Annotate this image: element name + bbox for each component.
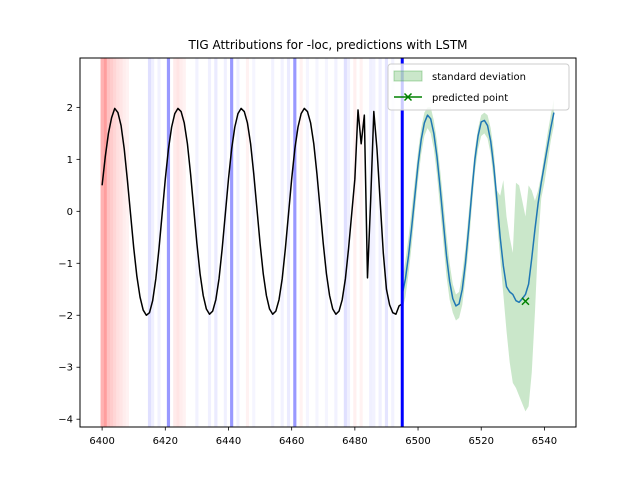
attribution-band (147, 58, 152, 427)
attribution-band (119, 58, 123, 427)
std-band (402, 99, 554, 412)
attribution-band (103, 58, 107, 427)
attribution-band (179, 58, 183, 427)
attribution-band (315, 58, 319, 427)
x-tick-label: 6460 (279, 436, 304, 447)
attribution-band (384, 58, 389, 427)
attribution-band (176, 58, 180, 427)
legend-point-label: predicted point (432, 93, 508, 104)
legend-box (387, 63, 570, 111)
attribution-band (100, 58, 104, 427)
attribution-band (151, 58, 155, 427)
series-layer (101, 58, 555, 427)
legend: standard deviation predicted point (387, 63, 570, 111)
attribution-band (236, 58, 240, 427)
attribution-band (280, 58, 284, 427)
x-tick-label: 6400 (89, 436, 114, 447)
x-tick-label: 6480 (342, 436, 367, 447)
x-tick-label: 6500 (405, 436, 430, 447)
attribution-band (305, 58, 310, 427)
attribution-band (116, 58, 120, 427)
attribution-band (173, 58, 177, 427)
legend-band-label: standard deviation (432, 72, 526, 83)
attribution-band (369, 58, 373, 427)
y-tick-label: 2 (67, 103, 73, 114)
predicted-point-marker (521, 297, 530, 306)
attribution-band (113, 58, 117, 427)
y-tick-label: 0 (67, 207, 73, 218)
attribution-band (214, 58, 218, 427)
history-line (101, 107, 403, 317)
attribution-band (286, 58, 291, 427)
attribution-band (125, 58, 129, 427)
attribution-band (271, 58, 275, 427)
axes: 6400 6420 6440 6460 6480 6500 6520 6540 −4 −3 −2 −1… (58, 57, 577, 447)
attribution-band (324, 58, 328, 427)
attribution-band (353, 58, 357, 427)
y-tick-label: 1 (67, 155, 73, 166)
y-tick-label: −3 (58, 363, 73, 374)
legend-point-marker (403, 92, 413, 102)
prediction-line (401, 112, 555, 307)
y-tick-label: −2 (58, 311, 73, 322)
std-band-layer (402, 99, 554, 412)
attribution-band (223, 58, 227, 427)
attribution-band (391, 58, 395, 427)
y-tick-label: −1 (58, 259, 73, 270)
attribution-band (106, 58, 111, 427)
attribution-band (293, 58, 297, 427)
attribution-band (252, 58, 256, 427)
marker-layer (521, 297, 530, 306)
attribution-band (122, 58, 126, 427)
chart-title: TIG Attributions for -loc, predictions w… (187, 38, 467, 52)
attribution-band (359, 58, 363, 427)
x-tick-label: 6420 (153, 436, 178, 447)
attribution-band (343, 58, 347, 427)
attribution-band (166, 58, 171, 427)
attribution-band (372, 58, 376, 427)
attribution-band (334, 58, 338, 427)
attribution-bands (100, 58, 395, 427)
attribution-band (299, 58, 303, 427)
attribution-band (230, 58, 234, 427)
attribution-band (110, 58, 114, 427)
plot-frame (79, 57, 577, 428)
attribution-band (207, 58, 212, 427)
legend-band-swatch (393, 70, 423, 82)
x-tick-label: 6440 (216, 436, 241, 447)
y-tick-label: −4 (58, 415, 73, 426)
attribution-band (378, 58, 382, 427)
x-tick-label: 6540 (532, 436, 557, 447)
x-tick-label: 6520 (468, 436, 493, 447)
attribution-band (182, 58, 186, 427)
attribution-band (245, 58, 250, 427)
